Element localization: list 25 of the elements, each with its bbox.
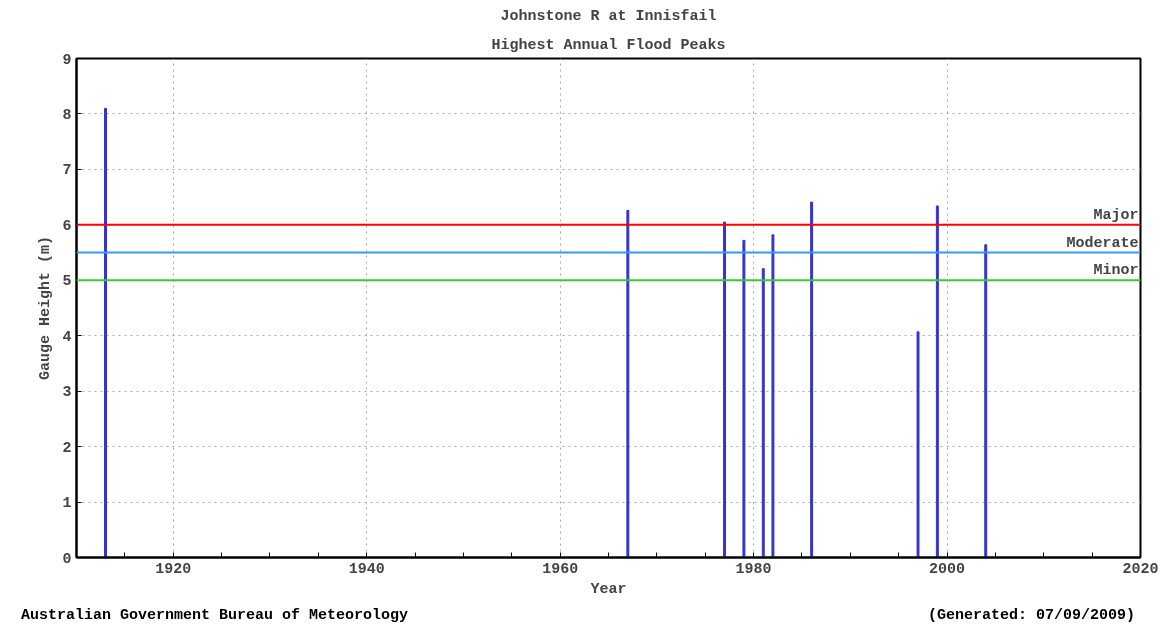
y-tick-label: 8 — [62, 106, 72, 124]
ref-line-label: Minor — [1093, 262, 1139, 280]
x-axis-title: Year — [590, 580, 627, 598]
ref-line-label: Moderate — [1066, 234, 1139, 252]
y-tick-label: 7 — [62, 162, 72, 180]
y-tick-label: 4 — [62, 328, 72, 346]
y-tick-label: 3 — [62, 384, 72, 402]
x-tick-label: 2020 — [1122, 560, 1159, 578]
chart-subtitle: Highest Annual Flood Peaks — [491, 36, 726, 54]
x-tick-label: 1920 — [155, 560, 192, 578]
y-axis-title: Gauge Height (m) — [37, 235, 55, 381]
y-tick-label: 1 — [62, 495, 72, 513]
y-tick-label: 5 — [62, 273, 72, 291]
ref-line-label: Major — [1093, 206, 1139, 224]
x-tick-label: 1960 — [542, 560, 579, 578]
y-tick-label: 6 — [62, 217, 72, 235]
x-tick-label: 1980 — [735, 560, 772, 578]
x-tick-label: 1940 — [348, 560, 385, 578]
text: Australian Government Bureau of Meteorology — [21, 606, 409, 626]
y-tick-label: 9 — [62, 51, 72, 69]
y-tick-label: 2 — [62, 439, 72, 457]
chart-title: Johnstone R at Innisfail — [500, 7, 717, 25]
text: (Generated: 07/09/2009) — [927, 606, 1135, 626]
x-tick-label: 2000 — [929, 560, 966, 578]
y-tick-label: 0 — [62, 550, 72, 568]
